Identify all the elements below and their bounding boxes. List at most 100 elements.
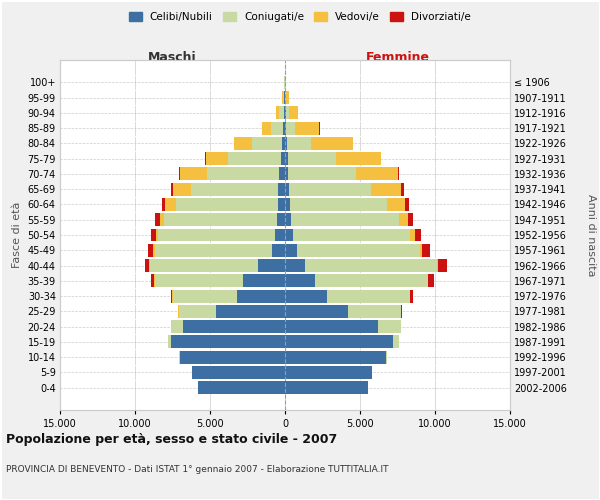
- Bar: [280, 168, 285, 180]
- Bar: [206, 152, 229, 165]
- Bar: [164, 214, 277, 226]
- Bar: [287, 137, 311, 150]
- Bar: [277, 106, 280, 120]
- Bar: [285, 214, 291, 226]
- Bar: [171, 336, 285, 348]
- Bar: [155, 214, 160, 226]
- Legend: Celibi/Nubili, Coniugati/e, Vedovi/e, Divorziati/e: Celibi/Nubili, Coniugati/e, Vedovi/e, Di…: [125, 8, 475, 26]
- Bar: [285, 381, 367, 394]
- Bar: [149, 259, 150, 272]
- Bar: [401, 182, 404, 196]
- Bar: [253, 137, 283, 150]
- Bar: [229, 152, 281, 165]
- Bar: [285, 106, 286, 120]
- Y-axis label: Fasce di età: Fasce di età: [12, 202, 22, 268]
- Bar: [297, 244, 420, 256]
- Bar: [410, 290, 413, 302]
- Bar: [155, 244, 271, 256]
- Bar: [399, 214, 408, 226]
- Bar: [148, 244, 154, 256]
- Bar: [293, 228, 410, 241]
- Bar: [275, 228, 285, 241]
- Bar: [277, 198, 285, 211]
- Bar: [173, 182, 191, 196]
- Bar: [285, 168, 288, 180]
- Bar: [285, 152, 287, 165]
- Bar: [285, 122, 286, 134]
- Bar: [287, 152, 335, 165]
- Bar: [150, 259, 258, 272]
- Bar: [410, 228, 415, 241]
- Bar: [285, 290, 327, 302]
- Bar: [420, 244, 422, 256]
- Bar: [179, 305, 216, 318]
- Text: PROVINCIA DI BENEVENTO - Dati ISTAT 1° gennaio 2007 - Elaborazione TUTTITALIA.IT: PROVINCIA DI BENEVENTO - Dati ISTAT 1° g…: [6, 466, 389, 474]
- Bar: [289, 106, 298, 120]
- Bar: [198, 381, 285, 394]
- Bar: [327, 290, 409, 302]
- Bar: [285, 198, 290, 211]
- Bar: [171, 182, 173, 196]
- Bar: [286, 106, 289, 120]
- Bar: [437, 259, 438, 272]
- Bar: [160, 214, 164, 226]
- Bar: [165, 198, 176, 211]
- Bar: [278, 182, 285, 196]
- Text: Maschi: Maschi: [148, 51, 197, 64]
- Bar: [315, 274, 427, 287]
- Y-axis label: Anni di nascita: Anni di nascita: [586, 194, 596, 276]
- Bar: [295, 122, 319, 134]
- Bar: [171, 320, 183, 333]
- Bar: [388, 198, 406, 211]
- Bar: [438, 259, 447, 272]
- Bar: [237, 290, 285, 302]
- Text: Femmine: Femmine: [365, 51, 430, 64]
- Bar: [285, 274, 315, 287]
- Bar: [428, 274, 433, 287]
- Bar: [285, 259, 305, 272]
- Bar: [398, 168, 399, 180]
- Bar: [285, 350, 386, 364]
- Bar: [179, 168, 181, 180]
- Bar: [311, 137, 353, 150]
- Bar: [183, 320, 285, 333]
- Bar: [283, 122, 285, 134]
- Bar: [156, 228, 158, 241]
- Bar: [151, 274, 154, 287]
- Bar: [285, 320, 378, 333]
- Bar: [305, 259, 437, 272]
- Bar: [151, 228, 156, 241]
- Bar: [271, 244, 285, 256]
- Bar: [154, 244, 155, 256]
- Bar: [205, 152, 206, 165]
- Bar: [180, 350, 285, 364]
- Bar: [378, 320, 401, 333]
- Text: Popolazione per età, sesso e stato civile - 2007: Popolazione per età, sesso e stato civil…: [6, 432, 337, 446]
- Bar: [285, 305, 348, 318]
- Bar: [277, 214, 285, 226]
- Bar: [285, 228, 293, 241]
- Bar: [348, 305, 401, 318]
- Bar: [271, 122, 283, 134]
- Bar: [284, 91, 285, 104]
- Bar: [280, 106, 284, 120]
- Bar: [158, 228, 275, 241]
- Bar: [371, 182, 401, 196]
- Bar: [422, 244, 430, 256]
- Bar: [283, 137, 285, 150]
- Bar: [406, 198, 409, 211]
- Bar: [286, 122, 295, 134]
- Bar: [284, 106, 285, 120]
- Bar: [335, 152, 380, 165]
- Bar: [235, 137, 253, 150]
- Bar: [179, 350, 180, 364]
- Bar: [289, 182, 371, 196]
- Bar: [408, 214, 413, 226]
- Bar: [282, 91, 283, 104]
- Bar: [176, 198, 277, 211]
- Bar: [285, 244, 297, 256]
- Bar: [145, 259, 149, 272]
- Bar: [281, 152, 285, 165]
- Bar: [288, 168, 356, 180]
- Bar: [386, 350, 387, 364]
